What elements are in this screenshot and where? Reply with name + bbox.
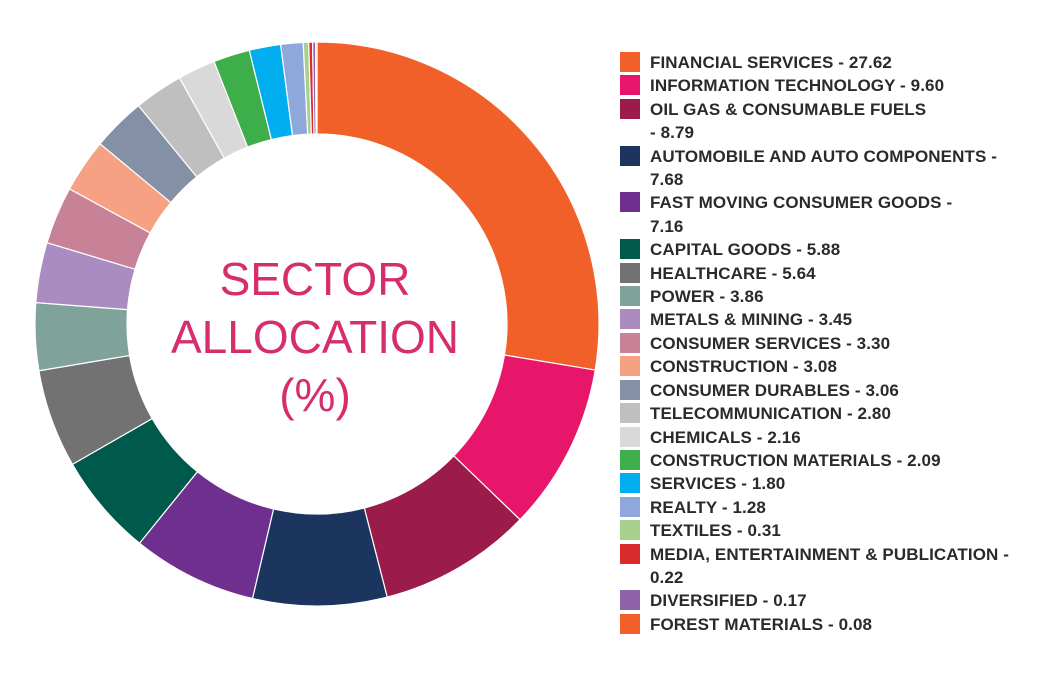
legend-item: CONSTRUCTION MATERIALS - 2.09 [620,449,1045,472]
legend-swatch [620,613,640,634]
chart-title-line-1: SECTOR [219,253,411,305]
legend-swatch [620,145,640,166]
legend-item: CONSUMER DURABLES - 3.06 [620,379,1045,402]
legend-item: CONSTRUCTION - 3.08 [620,355,1045,378]
legend-label: CONSUMER DURABLES - 3.06 [650,380,899,400]
legend-item: METALS & MINING - 3.45 [620,308,1045,331]
donut-slice-21 [314,41,318,135]
legend-item: TEXTILES - 0.31 [620,519,1045,542]
legend-swatch [620,449,640,470]
legend-label: CONSTRUCTION MATERIALS - 2.09 [650,450,941,470]
legend-swatch [620,239,640,260]
legend-swatch [620,426,640,447]
legend-item: HEALTHCARE - 5.64 [620,262,1045,285]
chart-title: SECTOR ALLOCATION (%) [150,250,480,424]
legend-swatch [620,286,640,307]
legend-swatch [620,473,640,494]
chart-title-line-2: ALLOCATION [171,311,459,363]
legend-swatch [620,192,640,213]
legend-swatch [620,379,640,400]
legend-label: POWER - 3.86 [650,287,764,307]
legend-item: CHEMICALS - 2.16 [620,426,1045,449]
legend-item: MEDIA, ENTERTAINMENT & PUBLICATION - 0.2… [620,543,1045,590]
legend-label: CONSTRUCTION - 3.08 [650,357,838,377]
donut-chart [34,41,600,607]
legend-label: OIL GAS & CONSUMABLE FUELS - 8.79 [650,99,927,143]
donut-slice-4 [251,507,388,607]
legend-item: CONSUMER SERVICES - 3.30 [620,332,1045,355]
chart-legend: FINANCIAL SERVICES - 27.62 INFORMATION TE… [620,51,1045,636]
legend-swatch [620,98,640,119]
legend-swatch [620,403,640,424]
legend-item: INFORMATION TECHNOLOGY - 9.60 [620,74,1045,97]
legend-label: HEALTHCARE - 5.64 [650,263,816,283]
legend-label: FINANCIAL SERVICES - 27.62 [650,53,892,72]
legend-item: AUTOMOBILE AND AUTO COMPONENTS - 7.68 [620,145,1045,192]
legend-label: SERVICES - 1.80 [650,474,786,494]
legend-label: DIVERSIFIED - 0.17 [650,591,807,611]
legend-swatch [620,332,640,353]
legend-item: OIL GAS & CONSUMABLE FUELS - 8.79 [620,98,1045,145]
legend-label: TEXTILES - 0.31 [650,521,781,541]
legend-label: REALTY - 1.28 [650,497,766,517]
legend-swatch [620,543,640,564]
legend-swatch [620,52,640,72]
legend-label: CHEMICALS - 2.16 [650,427,801,447]
legend-swatch [620,356,640,377]
legend-swatch [620,309,640,330]
legend-label: FAST MOVING CONSUMER GOODS - 7.16 [650,193,953,236]
legend-item: CAPITAL GOODS - 5.88 [620,238,1045,261]
legend-item: REALTY - 1.28 [620,496,1045,519]
legend-swatch [620,262,640,283]
legend-item: FOREST MATERIALS - 0.08 [620,613,1045,636]
legend-item: DIVERSIFIED - 0.17 [620,589,1045,612]
legend-swatch [620,75,640,96]
chart-title-line-3: (%) [279,369,351,421]
legend-label: FOREST MATERIALS - 0.08 [650,614,873,634]
legend-item: FAST MOVING CONSUMER GOODS - 7.16 [620,191,1045,238]
legend-swatch [620,590,640,611]
legend-label: MEDIA, ENTERTAINMENT & PUBLICATION - 0.2… [650,544,1010,587]
legend-item: SERVICES - 1.80 [620,472,1045,495]
legend-item: POWER - 3.86 [620,285,1045,308]
legend-label: CONSUMER SERVICES - 3.30 [650,333,891,353]
legend-label: CAPITAL GOODS - 5.88 [650,240,841,260]
legend-item: TELECOMMUNICATION - 2.80 [620,402,1045,425]
legend-label: METALS & MINING - 3.45 [650,310,853,330]
legend-label: INFORMATION TECHNOLOGY - 9.60 [650,76,945,96]
legend-swatch [620,496,640,517]
legend-label: TELECOMMUNICATION - 2.80 [650,404,892,424]
donut-slice-1 [316,41,600,371]
legend-item: FINANCIAL SERVICES - 27.62 [620,51,1045,74]
legend-label: AUTOMOBILE AND AUTO COMPONENTS - 7.68 [650,146,997,190]
legend-swatch [620,520,640,541]
